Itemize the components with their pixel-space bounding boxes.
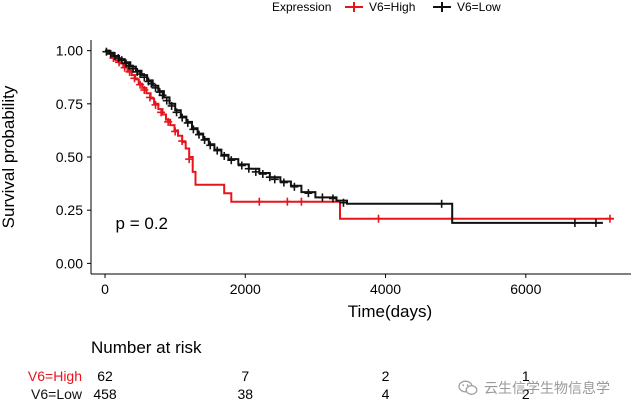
censor-mark-v6-high: [255, 197, 264, 206]
censor-mark-v6-high: [130, 74, 139, 83]
y-tick-label: 1.00: [56, 43, 83, 59]
censor-mark-v6-low: [265, 173, 274, 182]
censor-mark-v6-high: [374, 214, 383, 223]
censor-mark-v6-low: [328, 194, 337, 203]
censor-mark-v6-low: [158, 91, 167, 100]
censor-mark-v6-low: [251, 167, 260, 176]
censor-mark-v6-low: [290, 182, 299, 191]
censor-mark-v6-low: [151, 83, 160, 92]
censor-mark-v6-low: [136, 70, 145, 79]
x-tick-label: 4000: [370, 281, 401, 297]
x-tick-label: 6000: [510, 281, 541, 297]
risk-table-title: Number at risk: [91, 338, 202, 357]
x-axis-title: Time(days): [348, 302, 432, 321]
risk-count: 2: [382, 368, 390, 384]
censor-mark-v6-low: [102, 47, 111, 56]
censor-mark-v6-low: [117, 56, 126, 65]
censor-mark-v6-high: [140, 85, 149, 94]
risk-count: 458: [93, 386, 117, 402]
x-axis: 0 2000 4000 6000: [91, 273, 631, 297]
censor-mark-v6-low: [195, 130, 203, 139]
risk-row-label: V6=Low: [31, 386, 83, 402]
watermark-text: 云生信学生物信息学: [484, 381, 610, 397]
censor-mark-v6-low: [129, 64, 138, 73]
censor-mark-v6-low: [437, 199, 446, 208]
p-value-annotation: p = 0.2: [116, 214, 168, 233]
legend-label-high: V6=High: [369, 0, 415, 14]
censor-mark-v6-low: [124, 61, 133, 70]
censor-mark-v6-high: [171, 127, 180, 136]
x-tick-label: 0: [101, 281, 109, 297]
censor-mark-v6-low: [183, 118, 192, 127]
censor-mark-v6-high: [151, 100, 160, 109]
censor-mark-v6-low: [244, 164, 253, 173]
censor-mark-v6-low: [172, 108, 181, 117]
censor-mark-v6-high: [157, 108, 166, 117]
y-tick-label: 0.50: [56, 149, 83, 165]
censor-mark-v6-high: [283, 197, 292, 206]
censor-mark-v6-low: [147, 79, 156, 88]
censor-mark-v6-high: [164, 117, 173, 126]
censor-mark-v6-high: [120, 63, 129, 72]
censor-mark-v6-low: [220, 151, 229, 160]
plot-area: [102, 47, 614, 227]
risk-count: 7: [241, 368, 249, 384]
y-tick-label: 0.00: [56, 255, 83, 271]
risk-count: 2: [522, 386, 530, 402]
watermark: 云生信学生物信息学: [458, 378, 610, 398]
risk-count: 4: [382, 386, 390, 402]
survival-curve-v6-low: [105, 49, 603, 224]
y-axis: 0.00 0.25 0.50 0.75 1.00: [56, 40, 92, 274]
y-tick-label: 0.75: [56, 96, 83, 112]
censor-mark-v6-low: [270, 175, 279, 184]
censor-mark-v6-low: [140, 73, 149, 82]
legend-label-low: V6=Low: [457, 0, 501, 14]
legend-entry-low: V6=Low: [433, 0, 501, 14]
censor-mark-v6-low: [258, 170, 267, 179]
risk-count: 38: [237, 386, 253, 402]
risk-count: 62: [97, 368, 113, 384]
censor-mark-v6-low: [318, 193, 327, 202]
y-axis-title: Survival probability: [0, 85, 18, 228]
risk-table: V6=High 62 7 2 1 V6=Low 458 38 4 2: [28, 368, 530, 402]
censor-mark-v6-low: [279, 178, 288, 187]
censor-mark-v6-low: [162, 96, 171, 105]
censor-mark-v6-low: [304, 189, 313, 198]
risk-row-label: V6=High: [28, 368, 82, 384]
censor-mark-v6-high: [145, 93, 154, 102]
censor-mark-v6-high: [185, 155, 194, 164]
censor-mark-v6-low: [570, 218, 579, 227]
y-tick-label: 0.25: [56, 202, 83, 218]
censor-mark-v6-low: [178, 113, 187, 122]
legend-title: Expression: [272, 0, 331, 14]
censor-mark-v6-high: [178, 137, 187, 146]
legend-entry-high: V6=High: [345, 0, 415, 14]
censor-mark-v6-high: [136, 80, 145, 89]
censor-mark-v6-low: [189, 125, 198, 134]
censor-mark-v6-low: [339, 198, 348, 207]
censor-mark-v6-low: [227, 156, 236, 165]
legend: Expression V6=High V6=Low: [272, 0, 501, 14]
censor-mark-v6-high: [297, 197, 306, 206]
censor-mark-v6-high: [605, 214, 614, 223]
x-tick-label: 2000: [230, 281, 261, 297]
censor-mark-v6-low: [206, 141, 215, 150]
survival-curve-v6-high: [105, 49, 614, 220]
censor-mark-v6-low: [237, 161, 246, 170]
censor-mark-v6-low: [591, 218, 600, 227]
censor-mark-v6-low: [106, 49, 115, 58]
risk-count: 1: [522, 368, 530, 384]
wechat-icon: [458, 380, 478, 395]
censor-mark-v6-low: [200, 135, 209, 144]
censor-mark-v6-low: [213, 146, 222, 155]
censor-mark-v6-low: [167, 101, 176, 110]
